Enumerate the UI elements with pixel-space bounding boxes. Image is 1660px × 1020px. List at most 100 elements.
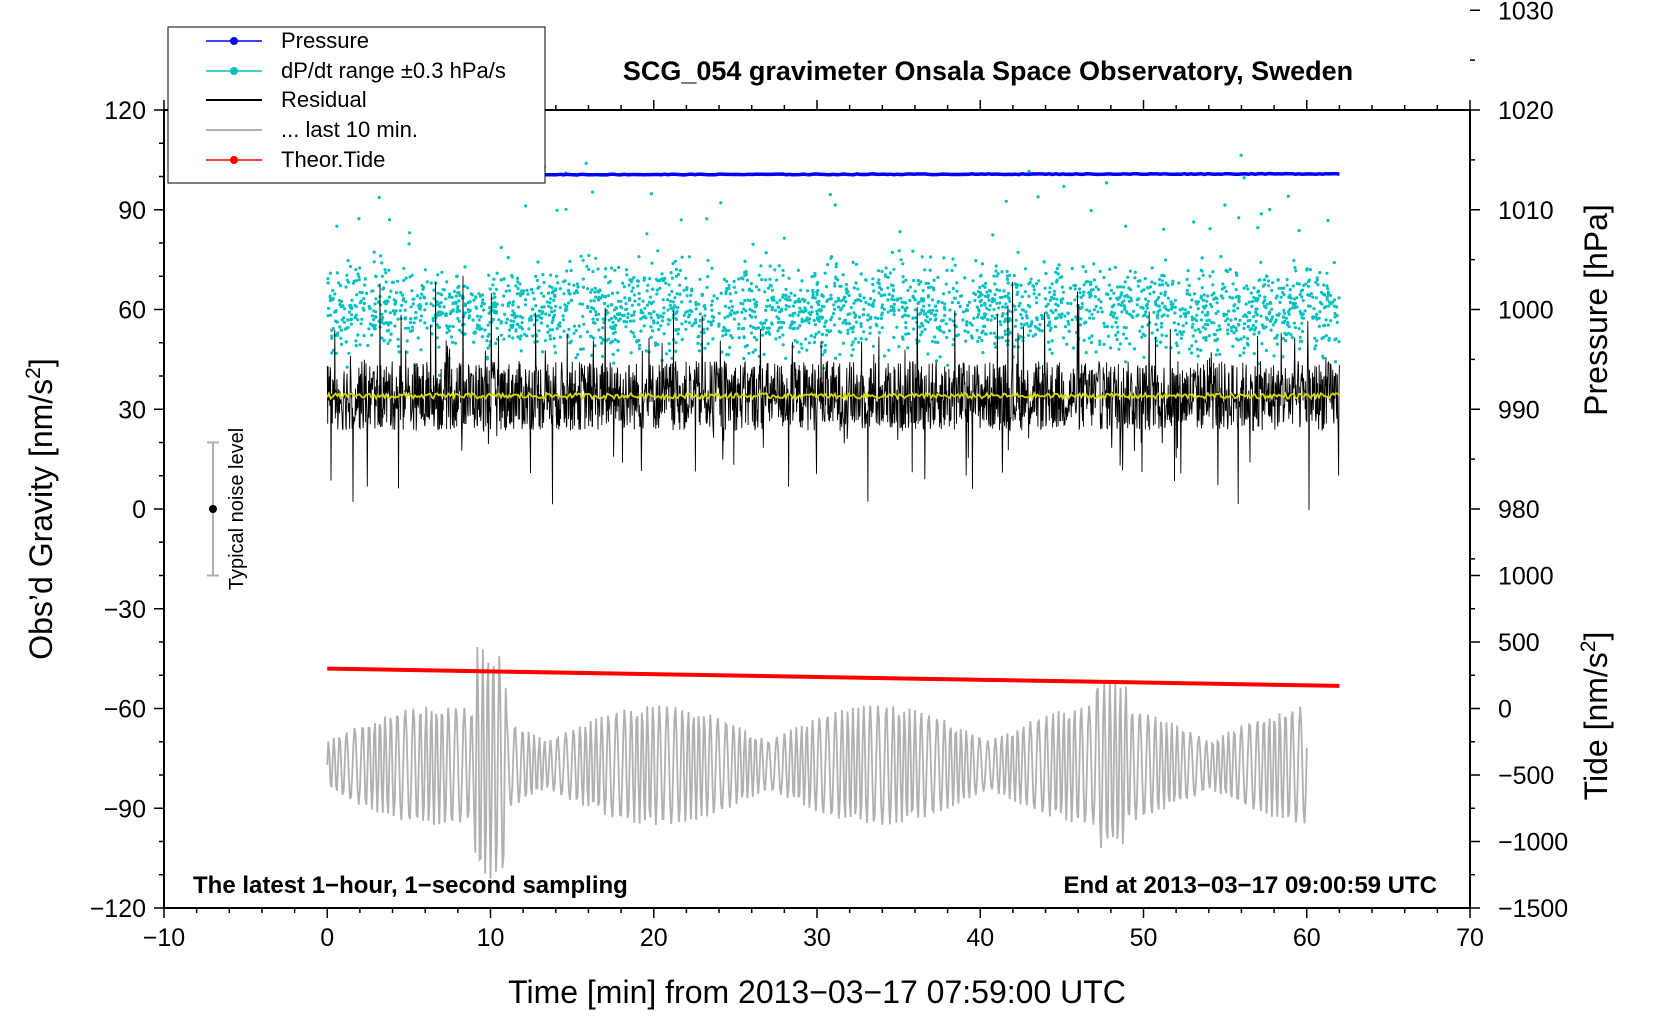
dpdt-point: [1242, 314, 1246, 318]
dpdt-point: [1055, 297, 1059, 301]
dpdt-point: [1190, 344, 1194, 348]
dpdt-point: [841, 298, 846, 302]
dpdt-point: [518, 337, 522, 341]
dpdt-point: [671, 261, 675, 266]
dpdt-point: [846, 290, 850, 294]
dpdt-point: [978, 300, 982, 304]
dpdt-point: [1164, 345, 1168, 349]
dpdt-point: [1269, 328, 1273, 332]
dpdt-point: [767, 286, 771, 290]
dpdt-point: [1063, 325, 1068, 329]
dpdt-point: [829, 318, 833, 322]
dpdt-point: [961, 318, 965, 322]
dpdt-point: [1260, 342, 1264, 346]
dpdt-point: [917, 282, 921, 286]
dpdt-point: [978, 274, 983, 278]
dpdt-point: [961, 310, 966, 314]
dpdt-point: [372, 309, 376, 313]
y-axis-label-tide-close: ]: [1578, 632, 1614, 641]
dpdt-point: [744, 309, 748, 313]
dpdt-point: [405, 350, 409, 354]
dpdt-point: [674, 311, 678, 315]
dpdt-point: [911, 249, 915, 253]
dpdt-point: [628, 319, 633, 323]
dpdt-point: [558, 324, 562, 328]
dpdt-point: [594, 310, 598, 314]
dpdt-point: [1252, 332, 1256, 336]
dpdt-point: [673, 259, 678, 263]
dpdt-point: [355, 293, 359, 297]
dpdt-point: [1212, 332, 1216, 336]
dpdt-point: [1124, 224, 1128, 228]
dpdt-point: [1242, 176, 1246, 180]
dpdt-point: [632, 335, 637, 339]
dpdt-point: [1102, 321, 1106, 325]
dpdt-point: [1242, 335, 1246, 339]
dpdt-point: [340, 342, 344, 346]
dpdt-point: [775, 278, 779, 282]
dpdt-point: [516, 305, 521, 309]
dpdt-point: [684, 327, 688, 331]
dpdt-point: [1050, 282, 1054, 286]
dpdt-point: [879, 294, 883, 298]
dpdt-point: [487, 273, 491, 277]
dpdt-point: [582, 322, 586, 326]
dpdt-point: [755, 338, 759, 342]
dpdt-point: [1127, 299, 1132, 303]
noise-bar-center: [208, 505, 217, 513]
dpdt-point: [1150, 280, 1154, 284]
dpdt-point: [1052, 293, 1056, 297]
dpdt-point: [864, 300, 868, 305]
dpdt-point: [495, 271, 499, 275]
tide-tick-label: −1000: [1498, 829, 1568, 857]
dpdt-point: [419, 304, 423, 308]
dpdt-point: [1278, 300, 1282, 304]
dpdt-point: [1008, 317, 1012, 321]
dpdt-point: [671, 300, 675, 304]
dpdt-point: [1188, 293, 1192, 297]
dpdt-point: [1118, 342, 1122, 346]
dpdt-point: [482, 308, 486, 312]
dpdt-point: [506, 284, 510, 288]
dpdt-point: [992, 331, 996, 335]
dpdt-point: [507, 289, 512, 293]
dpdt-point: [344, 285, 348, 289]
dpdt-point: [666, 308, 670, 312]
dpdt-point: [1199, 294, 1203, 298]
dpdt-point: [1057, 263, 1061, 267]
dpdt-point: [429, 281, 433, 285]
dpdt-point: [400, 293, 404, 297]
dpdt-point: [1115, 316, 1119, 320]
dpdt-point: [918, 325, 922, 329]
dpdt-point: [457, 284, 461, 288]
dpdt-point: [778, 310, 782, 314]
dpdt-point: [591, 270, 595, 274]
dpdt-point: [1055, 266, 1059, 271]
dpdt-point: [540, 316, 544, 320]
dpdt-point: [671, 309, 675, 313]
dpdt-point: [1265, 302, 1269, 306]
dpdt-point: [343, 307, 347, 311]
dpdt-point: [1050, 339, 1054, 343]
dpdt-point: [866, 313, 870, 317]
dpdt-point: [337, 299, 342, 303]
dpdt-point: [345, 273, 349, 277]
dpdt-point: [472, 340, 476, 344]
dpdt-point: [362, 301, 366, 306]
dpdt-point: [752, 298, 756, 302]
dpdt-point: [1037, 279, 1041, 283]
dpdt-point: [662, 306, 666, 310]
dpdt-point: [974, 259, 978, 263]
dpdt-point: [829, 293, 833, 297]
dpdt-point: [632, 275, 636, 280]
dpdt-point: [991, 233, 995, 237]
dpdt-point: [526, 292, 530, 296]
dpdt-point: [1079, 323, 1083, 327]
dpdt-point: [1288, 300, 1292, 304]
dpdt-point: [511, 300, 515, 304]
dpdt-point: [1170, 305, 1174, 309]
dpdt-point: [1246, 287, 1250, 291]
dpdt-point: [810, 275, 814, 279]
dpdt-point: [330, 351, 334, 355]
dpdt-point: [687, 321, 692, 325]
